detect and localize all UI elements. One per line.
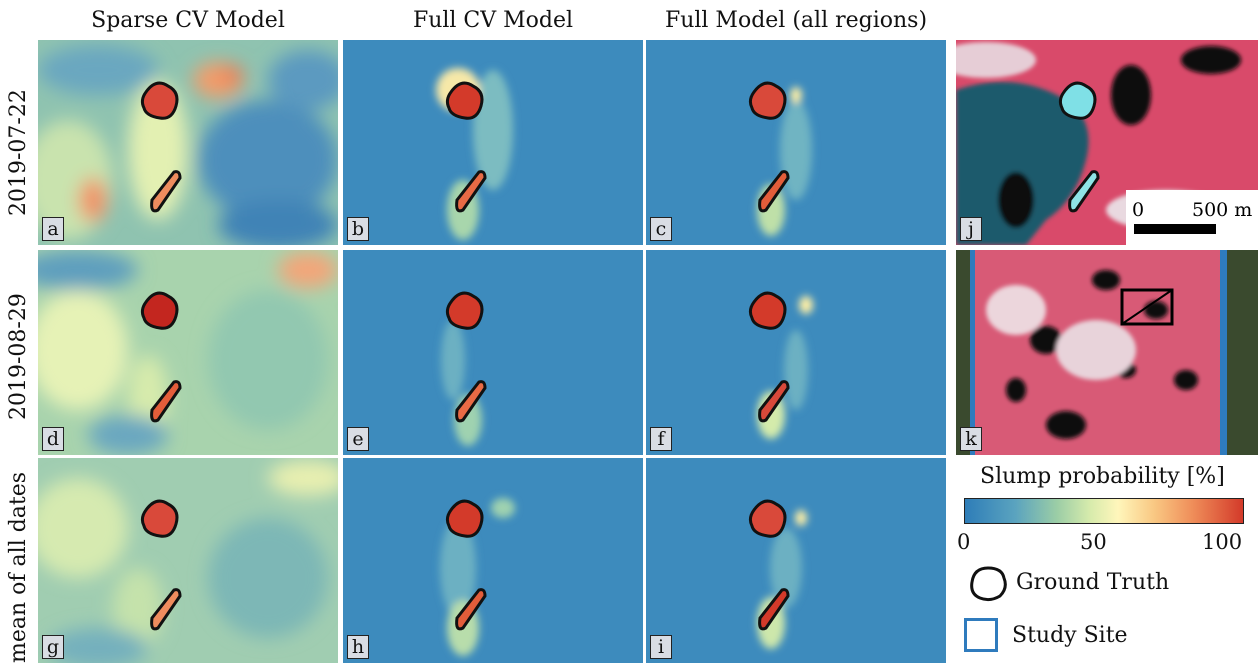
panel-i: i [646, 458, 946, 663]
ground-truth-outline [748, 499, 787, 538]
zoom-extent-box [1121, 289, 1173, 325]
ground-truth-outline [140, 499, 179, 538]
panel-label-i: i [650, 635, 672, 659]
ground-truth-outline [445, 499, 484, 538]
ground-truth-outline [445, 291, 484, 330]
ground-truth-outline [758, 380, 790, 423]
ground-truth-outline [140, 81, 179, 120]
panel-label-c: c [650, 217, 672, 241]
panel-label-e: e [347, 427, 369, 451]
row-title-2019-07-22: 2019-07-22 [6, 89, 31, 216]
ground-truth-outline [140, 291, 179, 330]
ground-truth-label: Ground Truth [1016, 569, 1170, 595]
zoom-extent-box [1120, 288, 1174, 326]
ground-truth-outline [445, 81, 484, 120]
ground-truth-outline [455, 170, 487, 213]
panel-e: e [343, 250, 643, 455]
ground-truth-outline [455, 380, 487, 423]
study-site-label: Study Site [1012, 622, 1128, 648]
colorbar-title: Slump probability [%] [980, 464, 1225, 489]
scale-bar-start: 0 [1132, 199, 1144, 221]
ground-truth-outline [748, 81, 787, 120]
ground-truth-outline [1068, 170, 1100, 213]
scale-bar-end: 500 m [1192, 199, 1252, 221]
panel-label-d: d [42, 427, 64, 451]
panel-k: k [956, 250, 1258, 455]
panel-label-f: f [650, 427, 672, 451]
colorbar [964, 498, 1244, 524]
panel-b: b [343, 40, 643, 245]
row-title-2019-08-29: 2019-08-29 [6, 293, 31, 420]
panel-j: 0 500 m j [956, 40, 1258, 245]
ground-truth-outline [748, 291, 787, 330]
column-title-full-model: Full Model (all regions) [664, 8, 928, 33]
ground-truth-outline [150, 588, 182, 631]
panel-label-a: a [42, 217, 64, 241]
legend-ground-truth: Ground Truth [964, 562, 1169, 602]
ground-truth-swatch-icon [970, 566, 1007, 602]
colorbar-tick-0: 0 [957, 530, 971, 554]
study-site-boundary [1220, 250, 1227, 455]
column-title-sparse-cv: Sparse CV Model [91, 8, 285, 33]
ground-truth-outline [455, 588, 487, 631]
study-site-swatch-icon [964, 618, 998, 652]
panel-label-j: j [960, 217, 982, 241]
panel-label-b: b [347, 217, 369, 241]
panel-f: f [646, 250, 946, 455]
legend-study-site: Study Site [964, 618, 1128, 652]
panel-label-k: k [960, 427, 982, 451]
panel-a: a [38, 40, 338, 245]
ground-truth-outline [150, 380, 182, 423]
ground-truth-outline [1058, 81, 1097, 120]
panel-c: c [646, 40, 946, 245]
colorbar-tick-100: 100 [1202, 530, 1243, 554]
panel-d: d [38, 250, 338, 455]
column-title-full-cv: Full CV Model [412, 8, 574, 33]
panel-h: h [343, 458, 643, 663]
scale-bar [1134, 224, 1216, 234]
ground-truth-outline [758, 170, 790, 213]
panel-label-h: h [347, 635, 369, 659]
study-site-boundary [970, 250, 975, 455]
panel-label-g: g [42, 635, 64, 659]
colorbar-tick-50: 50 [1080, 530, 1107, 554]
ground-truth-outline [758, 588, 790, 631]
ground-truth-outline [150, 170, 182, 213]
row-title-mean: mean of all dates [6, 471, 31, 663]
panel-g: g [38, 458, 338, 663]
